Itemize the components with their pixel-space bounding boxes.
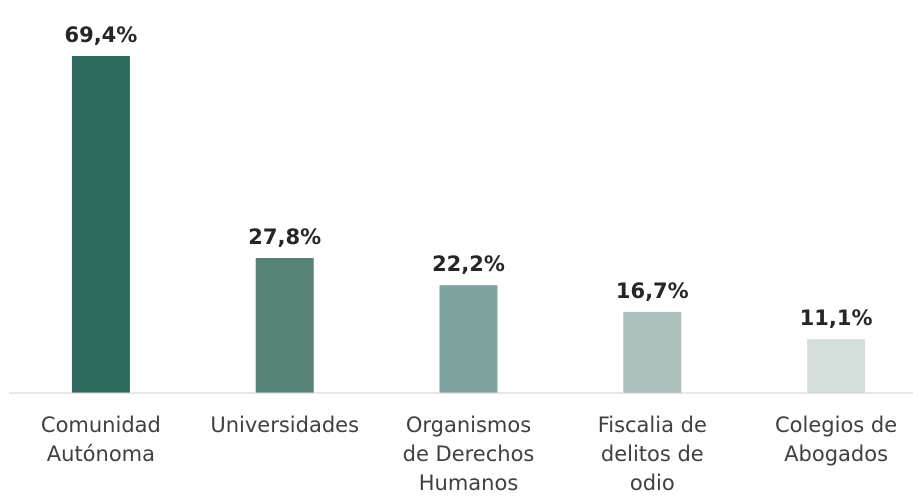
bar [439, 285, 498, 393]
bar [71, 55, 130, 393]
x-tick-label: Comunidad Autónoma [40, 413, 161, 466]
data-label: 69,4% [64, 23, 137, 47]
x-tick-label: Fiscalia de delitos de odio [597, 413, 707, 495]
data-label: 16,7% [616, 279, 689, 303]
x-tick-label: Universidades [210, 413, 360, 437]
data-label: 27,8% [248, 225, 321, 249]
bar [623, 311, 682, 393]
data-label: 22,2% [432, 252, 505, 276]
bar [255, 257, 314, 393]
data-label: 11,1% [800, 306, 873, 330]
x-tick-label: Colegios de Abogados [775, 413, 898, 466]
bar [807, 339, 866, 393]
x-tick-label: Organismos de Derechos Humanos [402, 413, 535, 495]
